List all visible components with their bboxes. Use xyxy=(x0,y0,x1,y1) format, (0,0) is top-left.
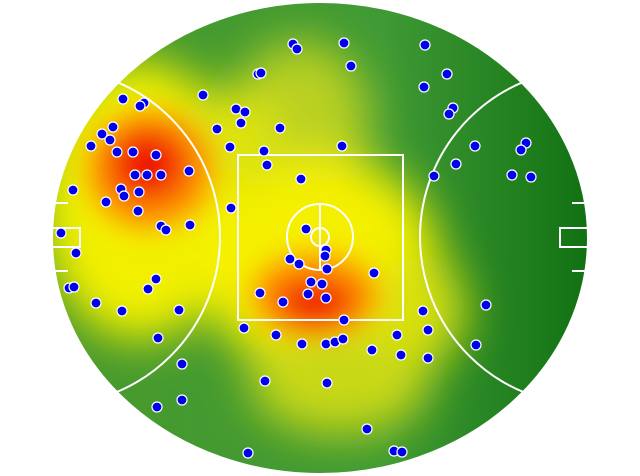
point xyxy=(134,100,146,112)
point xyxy=(284,253,296,265)
point xyxy=(320,338,332,350)
point xyxy=(428,170,440,182)
point xyxy=(320,292,332,304)
point xyxy=(396,446,408,458)
point xyxy=(293,258,305,270)
point xyxy=(68,281,80,293)
point xyxy=(338,37,350,49)
point xyxy=(151,401,163,413)
point xyxy=(141,169,153,181)
point xyxy=(417,305,429,317)
point xyxy=(239,106,251,118)
point xyxy=(450,158,462,170)
point xyxy=(321,263,333,275)
point xyxy=(197,89,209,101)
point xyxy=(111,146,123,158)
point xyxy=(152,332,164,344)
point xyxy=(302,288,314,300)
point xyxy=(118,190,130,202)
point xyxy=(173,304,185,316)
point xyxy=(345,60,357,72)
point xyxy=(225,202,237,214)
point xyxy=(368,267,380,279)
point xyxy=(142,283,154,295)
point xyxy=(336,140,348,152)
point xyxy=(107,121,119,133)
point xyxy=(133,186,145,198)
point xyxy=(422,352,434,364)
point xyxy=(361,423,373,435)
point xyxy=(277,296,289,308)
point xyxy=(176,394,188,406)
point xyxy=(150,273,162,285)
point xyxy=(470,339,482,351)
point xyxy=(67,184,79,196)
point xyxy=(319,250,331,262)
point xyxy=(441,68,453,80)
point xyxy=(255,67,267,79)
point xyxy=(443,108,455,120)
point xyxy=(235,117,247,129)
point xyxy=(422,324,434,336)
point xyxy=(132,205,144,217)
point xyxy=(418,81,430,93)
point xyxy=(211,123,223,135)
point xyxy=(238,322,250,334)
point xyxy=(224,141,236,153)
point xyxy=(155,169,167,181)
point xyxy=(160,224,172,236)
point xyxy=(254,287,266,299)
point xyxy=(184,219,196,231)
point xyxy=(242,447,254,459)
point xyxy=(291,43,303,55)
point xyxy=(70,247,82,259)
point xyxy=(274,122,286,134)
point xyxy=(337,333,349,345)
point xyxy=(261,159,273,171)
point xyxy=(183,165,195,177)
point xyxy=(366,344,378,356)
point xyxy=(316,278,328,290)
point xyxy=(270,329,282,341)
point xyxy=(258,145,270,157)
point xyxy=(338,314,350,326)
point xyxy=(296,338,308,350)
point xyxy=(117,93,129,105)
point xyxy=(90,297,102,309)
point xyxy=(150,149,162,161)
point xyxy=(116,305,128,317)
point xyxy=(259,375,271,387)
point xyxy=(55,227,67,239)
point xyxy=(176,358,188,370)
point xyxy=(391,329,403,341)
point xyxy=(104,134,116,146)
point xyxy=(395,349,407,361)
point xyxy=(96,128,108,140)
point xyxy=(321,377,333,389)
point xyxy=(100,196,112,208)
point xyxy=(305,276,317,288)
point xyxy=(127,146,139,158)
point xyxy=(419,39,431,51)
point xyxy=(515,144,527,156)
point xyxy=(525,171,537,183)
point xyxy=(85,140,97,152)
point xyxy=(480,299,492,311)
point xyxy=(506,169,518,181)
point xyxy=(295,173,307,185)
point xyxy=(300,223,312,235)
point xyxy=(469,140,481,152)
point xyxy=(129,169,141,181)
